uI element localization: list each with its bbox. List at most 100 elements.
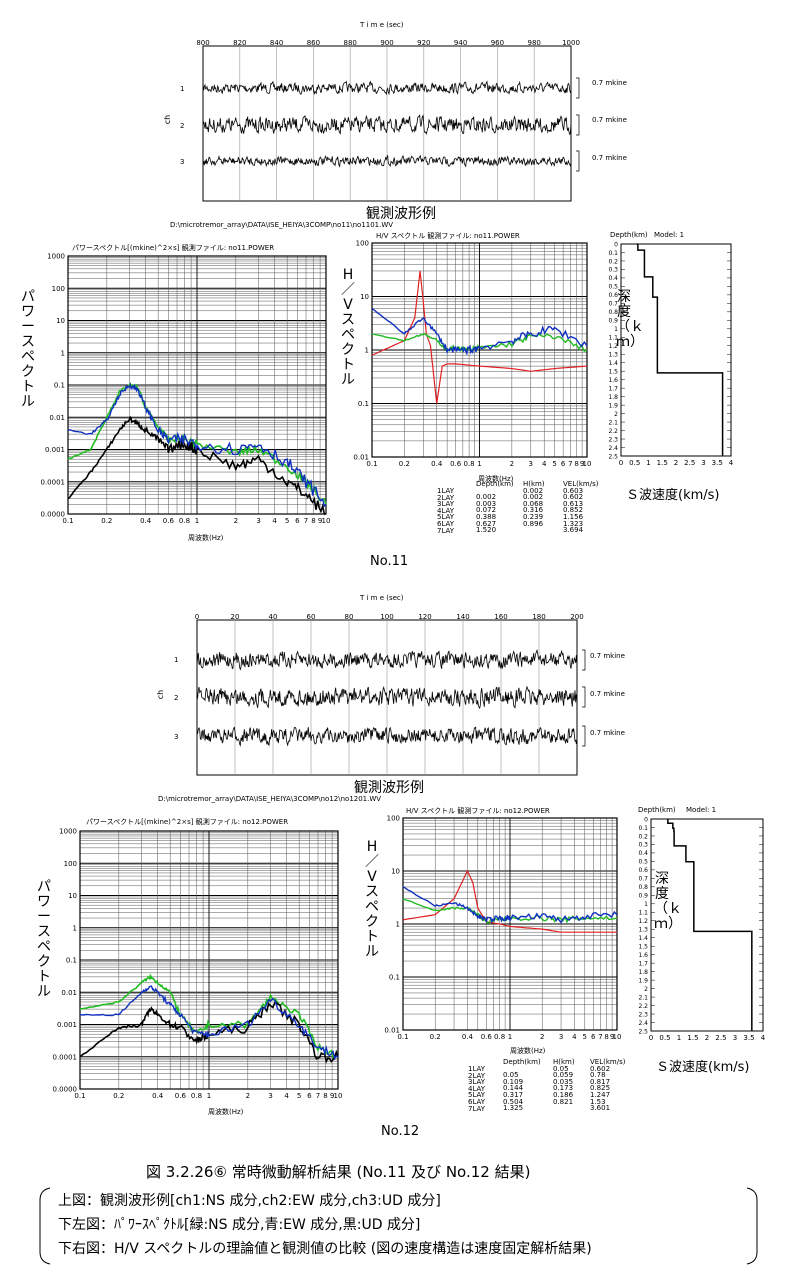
time-tick-label: 920: [417, 39, 430, 47]
series-ew: [402, 886, 618, 924]
model-xlabel: Ｓ波速度(km/s): [656, 1060, 750, 1075]
y-tick-label: 1: [61, 349, 65, 357]
time-tick-label: 160: [494, 613, 507, 621]
y-tick-label: 0.001: [45, 446, 65, 454]
hv-title: H/V スペクトル 観測ファイル: no11.POWER: [376, 232, 520, 240]
layer-header: Depth(km): [476, 480, 514, 488]
y-tick-label: 0.1: [66, 957, 77, 965]
layer-cell: 0.896: [523, 519, 544, 528]
layer-cell: 2LAY: [468, 1071, 486, 1080]
x-tick-label: 2: [540, 1033, 544, 1041]
time-tick-label: 940: [454, 39, 467, 47]
layer-cell: 0.602: [563, 493, 584, 502]
layer-cell: 4LAY: [468, 1084, 486, 1093]
depth-tick-label: 2.4: [608, 445, 618, 452]
hv-ylabel: H／Vスペクトル: [341, 267, 355, 388]
caption-note: 上図：観測波形例[ch1:NS 成分,ch2:EW 成分,ch3:UD 成分]: [58, 1193, 441, 1209]
layer-cell: 0.002: [523, 486, 544, 495]
channel-label: 1: [174, 656, 179, 664]
depth-tick-label: 2.5: [638, 1028, 648, 1035]
model-label: Model: 1: [654, 231, 685, 239]
depth-tick-label: 2.5: [608, 453, 618, 460]
y-tick-label: 100: [52, 285, 65, 293]
depth-tick-label: 1.4: [608, 360, 618, 367]
layer-cell: 1.247: [590, 1090, 611, 1099]
layer-cell: 1.156: [563, 512, 584, 521]
time-tick-label: 200: [570, 613, 583, 621]
y-tick-label: 0.0001: [53, 1053, 78, 1061]
channel-label: 1: [180, 85, 185, 93]
series-ns: [79, 973, 339, 1060]
layer-cell: 4LAY: [437, 506, 455, 515]
depth-tick-label: 0.4: [608, 275, 618, 282]
layer-cell: 0.627: [476, 519, 497, 528]
layer-cell: 5LAY: [437, 513, 455, 522]
depth-tick-label: 1.6: [638, 952, 648, 959]
time-tick-label: 880: [344, 39, 357, 47]
velocity-tick-label: 1.5: [657, 459, 668, 467]
time-tick-label: 100: [380, 613, 393, 621]
layer-cell: 0.316: [523, 506, 544, 515]
waveform-trace-ch2: [196, 685, 578, 710]
power-title: パワースペクトル[(mkine)^2×s] 観測ファイル: no11.POWER: [72, 244, 275, 252]
x-tick-label: 0.4: [462, 1033, 474, 1041]
layer-cell: 0.173: [553, 1084, 574, 1093]
x-tick-label: 1: [477, 460, 481, 468]
y-tick-label: 100: [356, 240, 369, 248]
figure-caption: 図 3.2.26⑥ 常時微動解析結果 (No.11 及び No.12 結果): [146, 1163, 531, 1181]
waveform-trace-ch3: [197, 726, 578, 747]
x-tick-label: 0.1: [74, 1092, 85, 1100]
x-tick-label: 6: [295, 517, 300, 525]
depth-tick-label: 0.3: [608, 267, 618, 274]
y-tick-label: 0.01: [353, 454, 369, 462]
time-tick-label: 960: [491, 39, 504, 47]
depth-tick-label: 2.1: [638, 994, 648, 1001]
layer-cell: 0.186: [553, 1090, 574, 1099]
model-frame: [620, 243, 732, 457]
layer-names: 1LAY 2LAY 3LAY 4LAY 5LAY 6LAY 7LAY: [468, 1066, 485, 1112]
x-tick-label: 9: [330, 1092, 334, 1100]
caption-note: 下右図：H/V スペクトルの理論値と観測値の比較 (図の速度構造は速度固定解析結…: [58, 1241, 592, 1257]
x-tick-label: 2: [234, 517, 238, 525]
x-tick-label: 0.4: [431, 460, 443, 468]
amplitude-bracket: [582, 649, 586, 671]
waveform-trace-ch1: [196, 648, 578, 671]
hv-ylabel: H／Vスペクトル: [365, 839, 379, 960]
depth-tick-label: 2.4: [638, 1020, 648, 1027]
layer-cell: 0.817: [590, 1077, 611, 1086]
velocity-tick-label: 3: [701, 459, 705, 467]
series-ew: [79, 985, 339, 1061]
layer-cell: 0.388: [476, 512, 497, 521]
velocity-tick-label: 2: [674, 459, 678, 467]
layer-cell: 7LAY: [468, 1104, 486, 1113]
velocity-tick-label: 4: [729, 459, 734, 467]
x-tick-label: 6: [307, 1092, 312, 1100]
layer-header: H(km): [523, 480, 545, 488]
amplitude-bracket: [576, 77, 580, 99]
waveform-trace-ch2: [202, 114, 572, 136]
time-label: T i m e (sec): [360, 594, 404, 602]
layer-vel: VEL(km/s) 0.603 0.602 0.613 0.852 1.156 1.323 3…: [563, 481, 598, 534]
amplitude-bracket: [576, 150, 580, 172]
layer-cell: 6LAY: [437, 519, 455, 528]
power-ylabel: パワースペクトル: [21, 289, 35, 410]
velocity-tick-label: 1: [677, 1034, 681, 1042]
depth-tick-label: 1: [614, 326, 618, 333]
x-tick-label: 3: [529, 460, 533, 468]
layer-cell: 2LAY: [437, 493, 455, 502]
hv-xlabel: 周波数(Hz): [510, 1047, 546, 1055]
time-label: T i m e (sec): [360, 21, 404, 29]
velocity-tick-label: 1: [646, 459, 650, 467]
x-tick-label: 0.2: [430, 1033, 441, 1041]
depth-tick-label: 0.5: [638, 859, 648, 866]
layer-cell: 0.05: [503, 1071, 519, 1080]
caption-note: 下左図：ﾊﾟﾜｰｽﾍﾟｸﾄﾙ[緑:NS 成分,青:EW 成分,黒:UD 成分]: [58, 1217, 421, 1233]
y-tick-label: 0.01: [49, 414, 65, 422]
x-tick-label: 1: [508, 1033, 512, 1041]
layer-cell: 0.504: [503, 1097, 524, 1106]
x-tick-label: 8: [311, 517, 315, 525]
x-tick-label: 3: [559, 1033, 563, 1041]
series-ns: [67, 381, 327, 505]
amplitude-label: 0.7 mkine: [590, 729, 625, 737]
power-xlabel: 周波数(Hz): [208, 1108, 244, 1116]
